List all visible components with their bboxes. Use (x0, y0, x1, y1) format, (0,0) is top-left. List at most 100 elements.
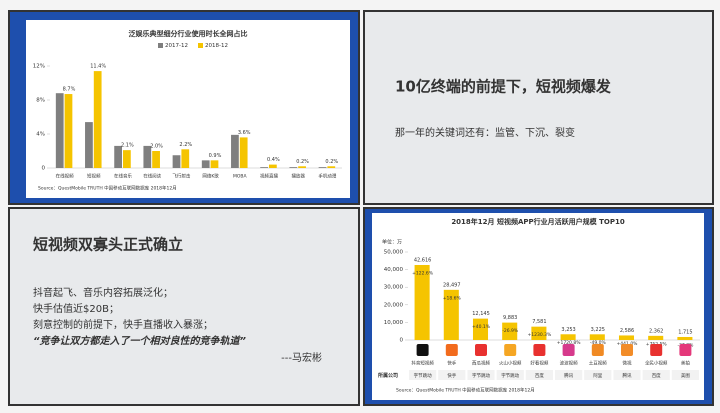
x-tick-label: 抖音短视频 (411, 360, 434, 367)
value-label: 1,715 (678, 329, 692, 335)
y-tick-label: 0 (400, 338, 404, 344)
bar (443, 289, 459, 340)
company-label: 百度 (535, 372, 544, 379)
value-label: 0.2% (325, 159, 338, 165)
growth-label: -26.9% (502, 328, 519, 334)
panel-heading: 短视频双寡头正式确立 (33, 236, 183, 254)
x-tick-label: 播放器 (291, 173, 305, 180)
bar (201, 160, 210, 168)
y-tick-label: 20,000 (384, 302, 404, 308)
x-tick-label: 在线视频 (56, 173, 74, 180)
bar (85, 122, 93, 168)
bar (93, 71, 102, 168)
bar (560, 334, 576, 340)
growth-label: +441.0% (617, 341, 639, 347)
y-tick-label: 12% (33, 64, 45, 70)
quote-author: ---马宏彬 (281, 351, 322, 364)
bar (298, 166, 306, 168)
x-tick-label: 美拍 (681, 360, 690, 367)
app-icon (562, 344, 575, 356)
y-axis-label: 单位：万 (382, 239, 402, 246)
x-tick-label: 在线阅读 (143, 173, 161, 180)
bar (64, 94, 73, 168)
x-tick-label: 波波视频 (560, 360, 578, 367)
text-panel (8, 207, 360, 406)
legend-label: 2018-12 (205, 43, 228, 49)
x-tick-label: 手机动漫 (318, 173, 336, 180)
growth-label: +122.6% (412, 270, 434, 276)
panel-heading: 10亿终端的前提下，短视频爆发 (395, 78, 612, 96)
bar (589, 334, 605, 340)
y-tick-label: 50,000 (384, 250, 404, 256)
value-label: 12,145 (472, 311, 490, 317)
bar (269, 164, 277, 168)
x-tick-label: 全民小视频 (645, 360, 668, 367)
y-tick-label: 4% (36, 132, 45, 138)
company-label: 阿里 (593, 372, 602, 379)
app-icon (591, 344, 604, 356)
bar (114, 145, 122, 168)
company-label: 腾讯 (623, 372, 632, 379)
growth-label: +1720.8% (557, 340, 582, 346)
x-tick-label: 视频直播 (260, 173, 278, 180)
value-label: 8.7% (63, 87, 76, 93)
company-label: 百度 (652, 372, 661, 379)
value-label: 2,362 (649, 328, 663, 334)
company-cell (613, 370, 641, 380)
legend-swatch (158, 43, 163, 48)
bar (55, 93, 64, 168)
value-label: 28,497 (443, 282, 461, 288)
value-label: 3,253 (561, 327, 575, 333)
chart-card (26, 20, 350, 198)
value-label: 0.9% (209, 153, 222, 159)
company-label: 快手 (447, 372, 456, 379)
y-tick-label: 30,000 (384, 285, 404, 291)
bar (210, 160, 219, 168)
source: Source：QuestMobile TRUTH 中国移动互联网数据库 2018… (38, 185, 177, 192)
x-tick-label: 火山小视频 (499, 360, 522, 367)
bar (239, 137, 248, 168)
value-label: 2.0% (150, 144, 163, 150)
value-label: 2.2% (179, 142, 192, 148)
x-tick-label: 短视频 (87, 173, 101, 180)
company-label: 字节跳动 (472, 372, 490, 379)
bar (260, 167, 268, 168)
bar (327, 166, 336, 168)
bar (231, 134, 239, 168)
bar (172, 155, 181, 168)
source: Source：QuestMobile TRUTH 中国移动互联网数据库 2018… (396, 387, 535, 394)
value-label: 2.1% (121, 143, 134, 149)
bar (677, 336, 693, 340)
company-cell (584, 370, 612, 380)
app-icon (416, 344, 429, 356)
value-label: 9,883 (503, 315, 517, 321)
x-tick-label: 土豆视频 (589, 360, 607, 367)
panel-line: 快手估值近$20B； (33, 302, 119, 315)
growth-label: -49.0% (590, 340, 607, 346)
text-panel (363, 10, 714, 205)
legend-swatch (198, 43, 203, 48)
growth-label: +40.1% (472, 324, 491, 330)
y-tick-label: 10,000 (384, 320, 404, 326)
x-tick-label: 好看视频 (530, 360, 548, 367)
company-label: 字节跳动 (414, 372, 432, 379)
app-icon (650, 344, 663, 356)
chart-title: 2018年12月 短视频APP行业月活跃用户规模 TOP10 (451, 217, 625, 226)
value-label: 11.4% (90, 64, 106, 70)
x-tick-label: 快手 (447, 360, 456, 367)
value-label: 0.4% (267, 157, 280, 163)
x-tick-label: 飞行射击 (172, 173, 190, 180)
x-tick-label: MOBA (233, 174, 248, 180)
panel-line: 抖音起飞、音乐内容拓展泛化； (33, 286, 173, 299)
value-label: 0.2% (296, 159, 309, 165)
bar (289, 167, 298, 168)
company-label: 美图 (681, 372, 690, 379)
bar (123, 150, 131, 168)
app-icon (679, 344, 692, 356)
legend-label: 2017-12 (165, 43, 188, 49)
panel-text: 那一年的关键词还有：监管、下沉、裂变 (395, 126, 575, 139)
company-label: 腾讯 (564, 372, 573, 379)
chart-title: 泛娱乐典型细分行业使用时长全网占比 (129, 29, 248, 38)
x-tick-label: 网络K歌 (202, 173, 219, 180)
bar (143, 145, 152, 168)
